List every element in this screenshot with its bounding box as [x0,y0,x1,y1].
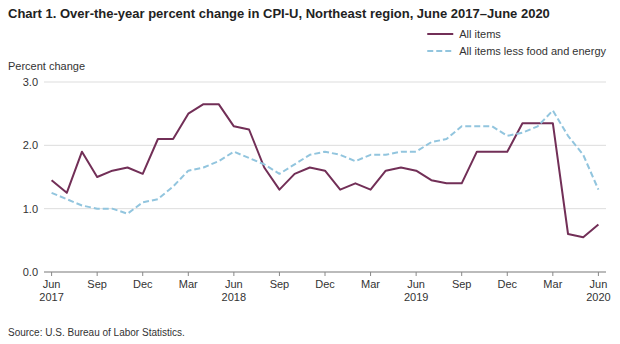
x-tick [552,272,553,276]
grid-line [44,145,606,146]
legend-label: All items less food and energy [459,45,606,57]
x-tick-label: Dec [133,278,153,290]
x-tick-label: Jun2018 [222,278,246,303]
x-tick [598,272,599,276]
legend-swatch [427,50,453,52]
x-tick [188,272,189,276]
x-tick-label: Jun2017 [39,278,63,303]
y-axis-label: Percent change [8,60,85,72]
y-tick-label: 3.0 [23,76,38,88]
y-tick-label: 2.0 [23,139,38,151]
legend-label: All items [459,28,501,40]
x-tick-label: Sep [87,278,107,290]
x-tick-label: Dec [315,278,335,290]
x-tick [461,272,462,276]
x-tick [233,272,234,276]
grid-line [44,208,606,209]
x-tick [97,272,98,276]
x-tick [279,272,280,276]
x-tick [51,272,52,276]
legend: All items All items less food and energy [427,28,606,57]
plot-area [52,104,599,237]
legend-swatch [427,33,453,35]
series-line [52,104,599,237]
x-tick [370,272,371,276]
x-tick [325,272,326,276]
x-tick [416,272,417,276]
x-tick-label: Mar [179,278,198,290]
series-line [52,111,599,214]
x-tick-label: Dec [497,278,517,290]
x-tick-label: Jun2020 [586,278,610,303]
x-tick [142,272,143,276]
x-tick-label: Mar [543,278,562,290]
x-tick-label: Jun2019 [404,278,428,303]
source: Source: U.S. Bureau of Labor Statistics. [8,327,185,338]
title: Chart 1. Over-the-year percent change in… [8,6,550,21]
chart: Chart 1. Over-the-year percent change in… [0,0,620,344]
x-tick-label: Mar [361,278,380,290]
y-tick-label: 0.0 [23,266,38,278]
x-tick-label: Sep [452,278,472,290]
y-tick-label: 1.0 [23,203,38,215]
background [0,0,620,344]
x-tick [507,272,508,276]
grid-line [44,82,606,83]
x-tick-label: Sep [270,278,290,290]
